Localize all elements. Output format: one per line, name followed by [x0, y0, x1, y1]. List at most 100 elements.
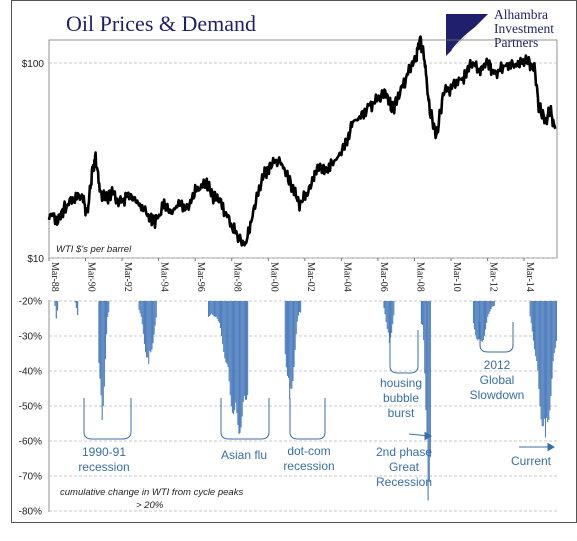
drawdown-bar-6-4 — [387, 301, 389, 333]
drawdown-bar-3-14 — [153, 301, 155, 335]
ann-housing-line1: housing — [380, 376, 422, 390]
drawdown-bar-4-35 — [246, 301, 248, 400]
drawdown-bar-8-16 — [490, 301, 492, 310]
drawdown-bar-9-17 — [548, 301, 550, 420]
drawdown-bar-4-1 — [209, 301, 211, 316]
drawdown-bar-4-24 — [234, 301, 236, 411]
ann-dotcom-line1: dot-com — [287, 444, 330, 458]
drawdown-bar-2-6 — [104, 301, 107, 360]
drawdown-bar-7-2 — [423, 301, 425, 341]
drawdown-bar-8-0 — [472, 301, 475, 324]
drawdown-bar-7-1 — [421, 301, 424, 325]
logo-line-3: Partners — [494, 35, 538, 50]
drawdown-bar-3-9 — [148, 301, 150, 364]
ann-2nd-phase-line1: 2nd phase — [376, 445, 432, 459]
annotation-arrows — [408, 431, 555, 452]
drawdown-bar-8-14 — [488, 301, 490, 315]
ann-housing-line3: burst — [388, 406, 415, 420]
ann-2012-line2: Global — [480, 373, 515, 387]
drawdown-bar-4-15 — [224, 301, 226, 359]
drawdown-bar-9-4 — [533, 301, 536, 350]
ann-2nd-phase-line2: Great — [389, 460, 420, 474]
drawdown-panel: -20% -30% -40% -50% -60% -70% -80% 1990-91 rec… — [19, 297, 557, 518]
ann-housing-line2: bubble — [383, 391, 419, 405]
ann-2012-line1: 2012 — [484, 358, 511, 372]
drawdown-bar-0-2 — [56, 301, 59, 311]
drawdown-bar-7-8 — [429, 301, 431, 458]
drawdown-bar-5-12 — [297, 301, 299, 316]
drawdown-bar-4-3 — [211, 301, 213, 314]
ann-current: Current — [511, 454, 552, 468]
drawdown-bar-2-7 — [106, 301, 108, 335]
drawdown-bar-7-3 — [424, 301, 426, 374]
drawdown-bar-4-5 — [213, 301, 215, 317]
date-tick-13: Mar-14 — [524, 262, 535, 292]
drawdown-bar-9-0 — [529, 301, 531, 317]
drawdown-bar-7-0 — [420, 301, 422, 325]
drawdown-bar-4-25 — [235, 301, 237, 403]
drawdown-bar-4-11 — [219, 301, 222, 329]
alhambra-logo: Alhambra Investment Partners — [446, 7, 554, 58]
arrow-2nd-phase-head — [424, 431, 432, 441]
drawdown-bar-2-8 — [107, 301, 109, 317]
drawdown-bar-8-2 — [475, 301, 477, 336]
date-tick-12: Mar-12 — [488, 262, 499, 292]
drawdown-bar-1-0 — [74, 301, 76, 303]
drawdown-ytick-3: -50% — [19, 402, 42, 413]
price-ytick-100: $100 — [22, 59, 45, 70]
drawdown-bar-5-8 — [293, 301, 295, 367]
drawdown-bar-9-9 — [539, 301, 541, 407]
date-tick-7: Mar-02 — [305, 262, 316, 292]
ann-2012-line3: Slowdown — [470, 388, 525, 402]
drawdown-bar-9-21 — [552, 301, 554, 362]
drawdown-bar-9-12 — [542, 301, 544, 427]
drawdown-bar-4-36 — [247, 301, 249, 396]
drawdown-bar-4-16 — [225, 301, 227, 363]
drawdown-bar-0-1 — [55, 301, 57, 319]
drawdown-bar-5-3 — [288, 301, 290, 378]
drawdown-bar-3-7 — [146, 301, 148, 358]
ann-1990-line2: recession — [78, 460, 129, 474]
drawdown-bar-4-28 — [238, 301, 240, 434]
drawdown-bar-4-22 — [231, 301, 233, 413]
drawdown-bar-3-8 — [147, 301, 149, 358]
drawdown-bar-4-21 — [230, 301, 232, 407]
drawdown-bar-9-13 — [543, 301, 545, 419]
date-tick-11: Mar-10 — [451, 262, 462, 292]
bracket-1990 — [83, 398, 132, 440]
drawdown-bar-4-32 — [242, 301, 244, 403]
ann-1990-line1: 1990-91 — [82, 445, 126, 459]
drawdown-bar-8-11 — [485, 301, 487, 330]
ann-2nd-phase-line3: Recession — [376, 475, 432, 489]
drawdown-bar-4-27 — [237, 301, 239, 425]
bracket-2012 — [479, 322, 514, 353]
drawdown-bar-4-9 — [217, 301, 219, 322]
drawdown-bar-2-3 — [101, 301, 103, 420]
drawdown-bar-8-7 — [480, 301, 482, 341]
drawdown-bar-5-11 — [296, 301, 298, 322]
drawdown-note-line1: cumulative change in WTI from cycle peak… — [60, 487, 243, 498]
price-panel: $100 $10 WTI $'s per barrel Mar-88 Mar-90… — [22, 35, 558, 292]
drawdown-ytick-6: -80% — [19, 507, 42, 518]
drawdown-bar-3-11 — [150, 301, 152, 353]
drawdown-bar-7-6 — [427, 301, 429, 501]
drawdown-bar-3-3 — [141, 301, 143, 325]
drawdown-bar-0-0 — [54, 301, 56, 306]
drawdown-bar-9-7 — [537, 301, 539, 371]
drawdown-ytick-4: -60% — [19, 437, 42, 448]
drawdown-bar-5-14 — [300, 301, 302, 313]
drawdown-bar-1-1 — [75, 301, 78, 308]
drawdown-bar-9-1 — [530, 301, 532, 324]
arrow-current-head — [547, 442, 555, 452]
drawdown-bar-4-29 — [239, 301, 241, 433]
drawdown-bar-9-14 — [544, 301, 547, 438]
drawdown-bar-9-8 — [538, 301, 540, 390]
drawdown-bar-3-5 — [143, 301, 145, 344]
date-tick-2: Mar-92 — [122, 262, 133, 292]
logo-line-1: Alhambra — [494, 7, 548, 22]
drawdown-bar-6-6 — [389, 301, 392, 338]
drawdown-ytick-2: -40% — [19, 367, 42, 378]
drawdown-bar-6-9 — [393, 301, 395, 316]
drawdown-bar-5-5 — [290, 301, 292, 389]
